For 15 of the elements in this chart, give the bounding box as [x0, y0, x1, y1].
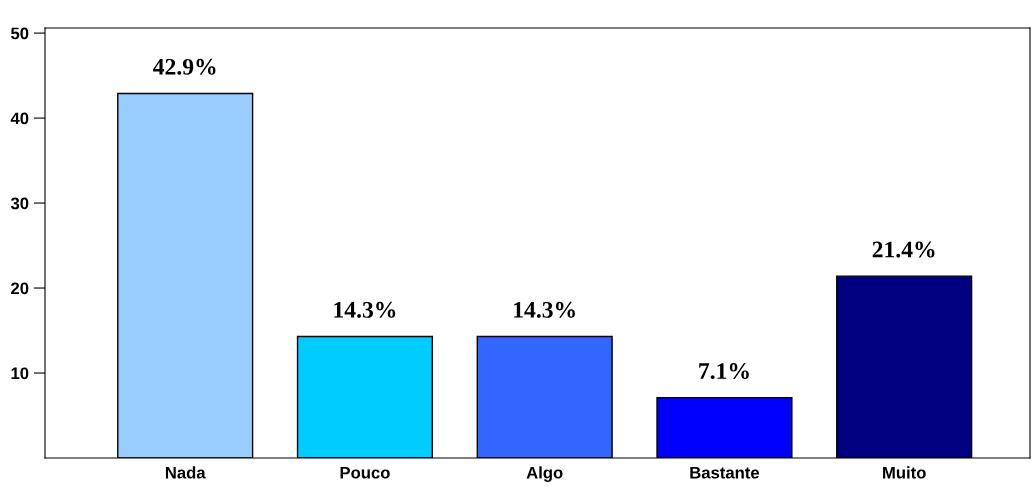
x-tick-label: Nada [165, 466, 206, 479]
y-tick-label: 20 [11, 282, 29, 295]
data-label: 21.4% [872, 241, 935, 258]
x-tick-label: Bastante [690, 466, 760, 479]
x-tick-label: Algo [526, 466, 563, 482]
y-tick-label: 10 [11, 367, 29, 380]
data-label: 14.3% [514, 301, 575, 318]
data-label: 42.9% [153, 58, 216, 75]
x-tick-label: Muito [883, 466, 926, 479]
y-tick-label: 30 [10, 197, 29, 210]
data-label: 7.1% [699, 363, 749, 380]
data-label: 14.3% [334, 301, 396, 318]
x-tick-label: Pouco [340, 466, 390, 479]
y-tick-label: 40 [10, 112, 29, 125]
y-tick-label: 50 [11, 27, 29, 40]
